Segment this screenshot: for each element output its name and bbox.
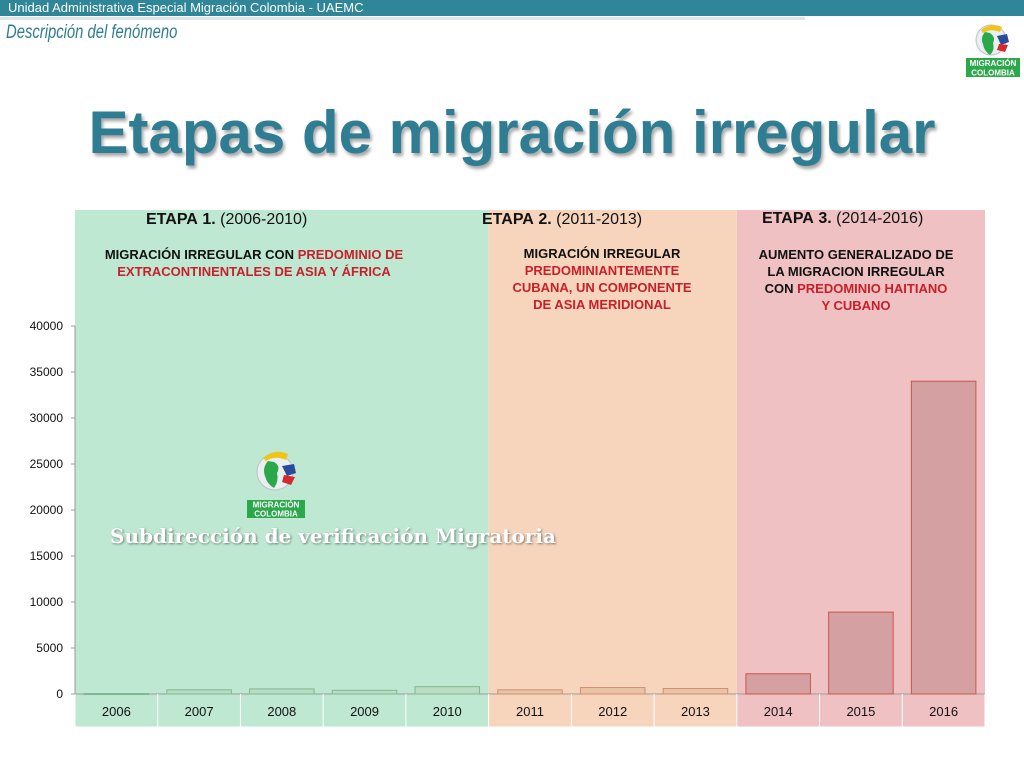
watermark-logo: MIGRACIÓN COLOMBIA	[247, 451, 305, 519]
x-tick-label: 2011	[516, 704, 544, 719]
header-divider	[0, 17, 805, 20]
svg-text:COLOMBIA: COLOMBIA	[254, 510, 298, 519]
header-bar-text: Unidad Administrativa Especial Migración…	[8, 0, 364, 15]
bar-2012	[579, 687, 646, 695]
svg-text:MIGRACIÓN: MIGRACIÓN	[253, 501, 300, 510]
x-tick-label: 2010	[433, 704, 462, 719]
x-tick-label: 2006	[102, 704, 131, 719]
y-tick-label: 35000	[30, 365, 64, 379]
y-tick-label: 20000	[30, 503, 64, 517]
x-tick-label: 2008	[267, 704, 296, 719]
migracion-colombia-logo: MIGRACIÓN COLOMBIA	[966, 24, 1020, 78]
svg-text:MIGRACIÓN: MIGRACIÓN	[970, 59, 1017, 68]
bar-2013	[662, 687, 729, 695]
bar-2011	[497, 689, 563, 695]
stage-3-period: (2014-2016)	[836, 210, 924, 227]
bar-2016	[910, 380, 977, 695]
stage-2-description: MIGRACIÓN IRREGULAR PREDOMINIANTEMENTE C…	[512, 246, 692, 312]
y-tick-label: 40000	[30, 319, 64, 333]
bar-2014	[745, 673, 811, 695]
y-tick-label: 30000	[30, 411, 64, 425]
bar-2007	[166, 689, 232, 695]
bar-2008	[249, 688, 315, 695]
bar-2009	[331, 689, 398, 695]
bar-2006	[83, 693, 150, 696]
stage-2-label: ETAPA	[482, 211, 534, 228]
x-tick-label: 2013	[681, 704, 710, 719]
svg-text:COLOMBIA: COLOMBIA	[971, 69, 1015, 78]
stage-1-number: 1.	[202, 211, 216, 228]
section-subtitle: Descripción del fenómeno	[6, 22, 178, 43]
bar-2015	[828, 611, 894, 695]
x-tick-label: 2016	[929, 704, 958, 719]
slide-title: Etapas de migración irregular	[88, 99, 936, 166]
stage-2-band	[488, 210, 737, 727]
stage-3-label: ETAPA	[762, 210, 814, 227]
stage-3-description: AUMENTO GENERALIZADO DE LA MIGRACION IRR…	[758, 247, 954, 313]
stage-1-period: (2006-2010)	[220, 211, 308, 228]
watermark-text: Subdirección de verificación Migratoria	[110, 524, 556, 548]
stage-3-number: 3.	[818, 210, 832, 227]
stage-1-description: MIGRACIÓN IRREGULAR CON PREDOMINIO DE EX…	[104, 247, 404, 279]
stage-2-period: (2011-2013)	[556, 211, 643, 228]
x-tick-label: 2014	[764, 704, 793, 719]
stage-2-heading: ETAPA 2. (2011-2013)	[482, 211, 642, 229]
stage-1-label: ETAPA	[146, 211, 198, 228]
x-tick-label: 2012	[598, 704, 627, 719]
header-bar: Unidad Administrativa Especial Migración…	[0, 0, 1024, 16]
y-tick-label: 0	[56, 687, 63, 701]
stage-2-number: 2.	[538, 211, 552, 228]
y-tick-label: 5000	[36, 641, 63, 655]
y-tick-label: 25000	[30, 457, 64, 471]
y-tick-label: 10000	[30, 595, 64, 609]
stage-3-heading: ETAPA 3. (2014-2016)	[762, 210, 923, 228]
stage-1-heading: ETAPA 1. (2006-2010)	[146, 211, 307, 229]
x-tick-label: 2007	[185, 704, 214, 719]
y-tick-label: 15000	[30, 549, 64, 563]
bar-2010	[414, 686, 481, 695]
x-tick-label: 2015	[846, 704, 875, 719]
x-tick-label: 2009	[350, 704, 379, 719]
